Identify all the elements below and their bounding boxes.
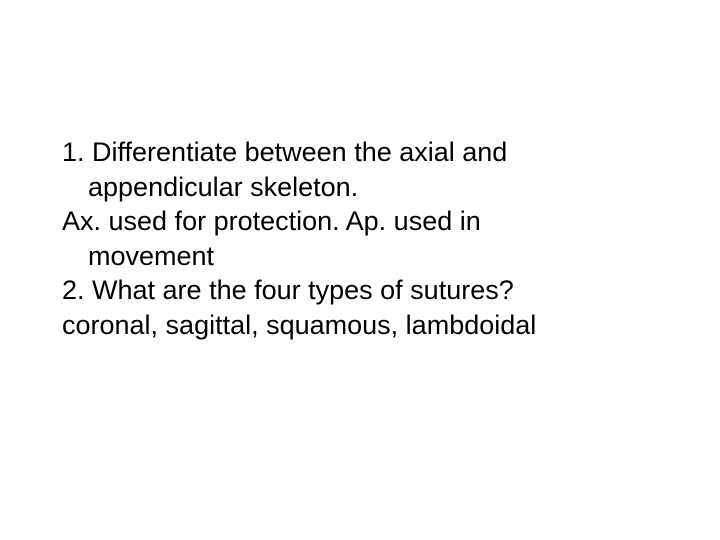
text-line-5: 2. What are the four types of sutures? xyxy=(62,273,660,308)
text-line-2: appendicular skeleton. xyxy=(62,170,660,205)
document-body: 1. Differentiate between the axial and a… xyxy=(0,0,720,342)
text-line-4: movement xyxy=(62,239,660,274)
text-line-1: 1. Differentiate between the axial and xyxy=(62,135,660,170)
text-line-3: Ax. used for protection. Ap. used in xyxy=(62,204,660,239)
text-line-6: coronal, sagittal, squamous, lambdoidal xyxy=(62,308,660,343)
